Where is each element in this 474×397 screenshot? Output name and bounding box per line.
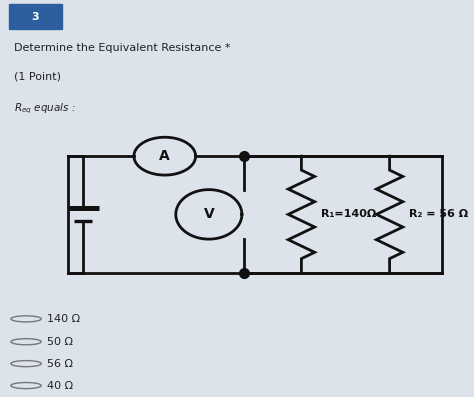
Text: V: V	[203, 207, 214, 222]
Text: R₁=140Ω: R₁=140Ω	[321, 209, 376, 220]
Text: 40 Ω: 40 Ω	[47, 381, 73, 391]
Text: A: A	[159, 149, 170, 163]
Text: (1 Point): (1 Point)	[14, 71, 61, 81]
Text: 56 Ω: 56 Ω	[47, 358, 73, 369]
Text: Determine the Equivalent Resistance *: Determine the Equivalent Resistance *	[14, 43, 231, 53]
Text: 3: 3	[32, 12, 39, 21]
FancyBboxPatch shape	[9, 4, 62, 29]
Text: $R_{eq}$ equals :: $R_{eq}$ equals :	[14, 102, 76, 116]
Text: 50 Ω: 50 Ω	[47, 337, 73, 347]
Text: 140 Ω: 140 Ω	[47, 314, 81, 324]
Text: R₂ = 56 Ω: R₂ = 56 Ω	[410, 209, 468, 220]
